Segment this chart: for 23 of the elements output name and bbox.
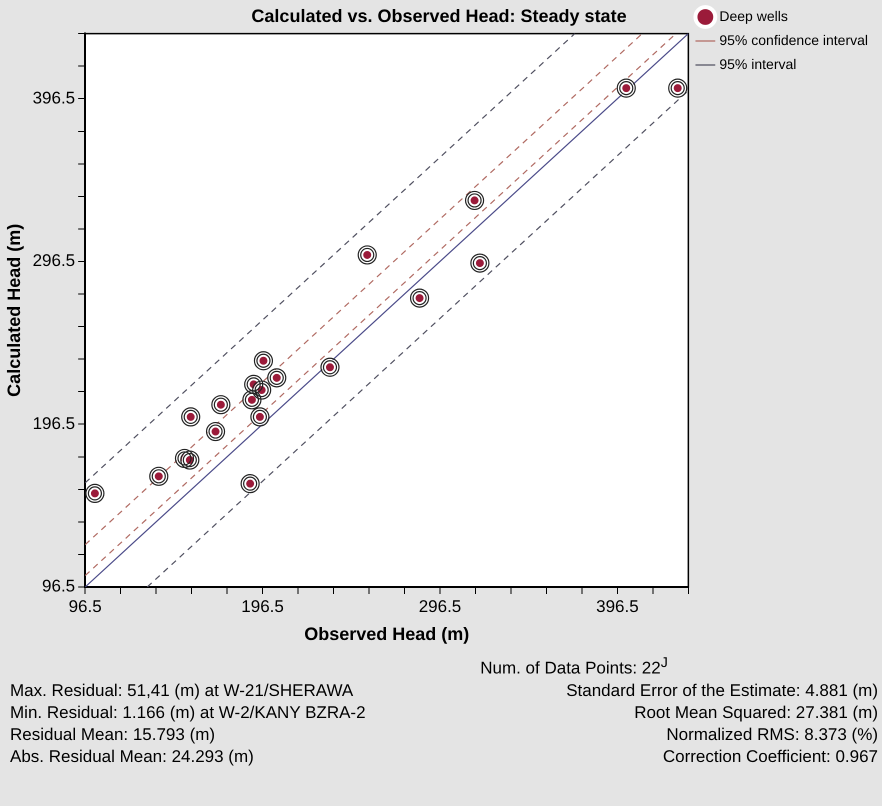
x-tick-label: 396.5	[596, 596, 639, 616]
legend-label: 95% confidence interval	[719, 32, 868, 48]
y-tick-label: 296.5	[32, 251, 76, 270]
text: Abs. Residual Mean: 24.293 (m)	[10, 746, 254, 768]
chart-title: Calculated vs. Observed Head: Steady state	[251, 6, 627, 26]
y-tick-label: 196.5	[32, 414, 76, 433]
x-tick-label: 196.5	[241, 596, 284, 616]
text: Correction Coefficient: 0.967	[662, 746, 878, 768]
y-tick-label: 96.5	[42, 576, 76, 596]
x-axis-title: Observed Head (m)	[304, 624, 470, 644]
x-tick-label: 296.5	[418, 596, 462, 616]
y-tick-label: 396.5	[32, 88, 76, 108]
text: Standard Error of the Estimate: 4.881 (m)	[566, 680, 878, 702]
y-axis-title: Calculated Head (m)	[4, 224, 24, 397]
text: Normalized RMS: 8.373 (%)	[666, 724, 878, 746]
x-tick-label: 96.5	[68, 596, 102, 616]
text: Root Mean Squared: 27.381 (m)	[634, 702, 878, 724]
text: Num. of Data Points: 22$^{J}$	[479, 654, 669, 680]
text: Min. Residual: 1.166 (m) at W-2/KANY BZRA-2	[10, 702, 366, 724]
legend-label: Deep wells	[719, 8, 788, 24]
legend-label: 95% interval	[719, 56, 796, 72]
text: Max. Residual: 51,41 (m) at W-21/SHERAWA	[10, 680, 354, 702]
text: Residual Mean: 15.793 (m)	[10, 724, 216, 746]
